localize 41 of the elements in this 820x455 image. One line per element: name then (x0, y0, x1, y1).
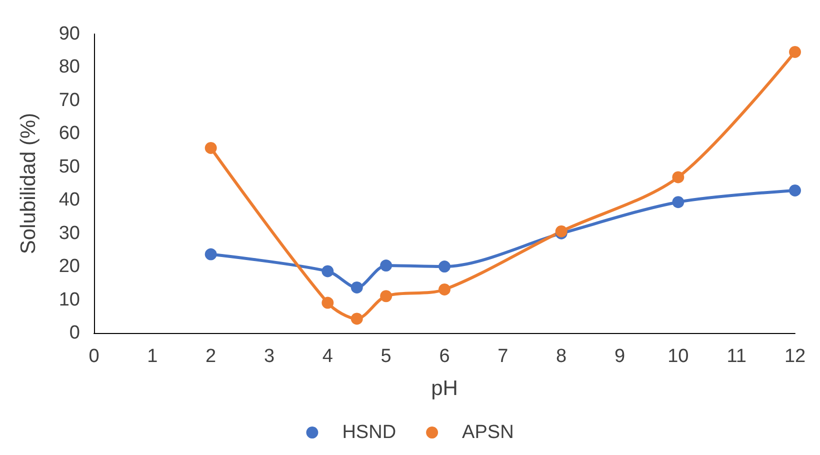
x-tick-label: 0 (88, 346, 100, 367)
point (204, 142, 217, 154)
x-tick-label: 7 (498, 346, 508, 367)
y-tick-label: 40 (58, 190, 80, 211)
x-tick-label: 12 (784, 346, 806, 367)
point (350, 312, 363, 325)
point (672, 196, 684, 208)
y-tick-label: 90 (58, 24, 80, 44)
point (789, 46, 801, 58)
x-tick-label: 6 (439, 346, 450, 367)
x-tick-label: 8 (556, 346, 567, 367)
point (672, 171, 684, 184)
y-tick-label: 80 (58, 56, 80, 78)
y-tick-label: 20 (58, 256, 80, 278)
y-tick-label: 50 (58, 156, 80, 178)
x-tick-label: 2 (206, 346, 216, 367)
y-tick-label: 0 (69, 322, 80, 344)
y-axis-title: Solubilidad (%) (17, 112, 40, 254)
point (322, 296, 334, 309)
point (350, 281, 363, 294)
point (789, 184, 801, 196)
point (380, 290, 392, 302)
x-tick-label: 3 (264, 346, 275, 367)
point (204, 248, 217, 260)
point (438, 283, 450, 296)
legend-label: APSN (462, 422, 514, 443)
point (438, 260, 450, 273)
x-tick-label: 10 (668, 346, 689, 367)
y-tick-label: 70 (58, 90, 80, 111)
x-tick-label: 4 (322, 346, 334, 367)
x-axis-title: pH (431, 377, 458, 400)
x-tick-label: 5 (380, 346, 392, 367)
x-tick-label: 9 (614, 346, 626, 367)
x-tick-label: 1 (147, 346, 158, 367)
legend-label: HSND (342, 422, 396, 443)
point (322, 265, 334, 278)
y-tick-label: 60 (58, 123, 80, 144)
x-tick-label: 11 (726, 346, 746, 367)
y-tick-label: 10 (58, 289, 80, 310)
y-tick-label: 30 (58, 222, 80, 244)
point (380, 260, 392, 272)
